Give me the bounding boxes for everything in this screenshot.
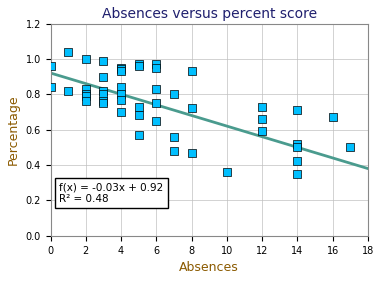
Point [118, 92, 124, 96]
Point [83, 94, 89, 98]
Point [118, 69, 124, 74]
Point [118, 67, 124, 72]
Point [259, 117, 265, 121]
Point [224, 170, 230, 174]
X-axis label: Absences: Absences [179, 261, 239, 274]
Point [118, 97, 124, 102]
Y-axis label: Percentage: Percentage [7, 94, 20, 165]
Point [171, 135, 177, 139]
Point [83, 99, 89, 104]
Point [136, 105, 142, 109]
Point [330, 115, 336, 119]
Point [153, 119, 159, 123]
Point [101, 99, 107, 104]
Point [295, 108, 301, 112]
Point [171, 92, 177, 96]
Point [153, 62, 159, 66]
Point [101, 89, 107, 93]
Point [189, 69, 195, 74]
Point [48, 85, 54, 89]
Point [295, 145, 301, 149]
Point [171, 149, 177, 153]
Point [189, 150, 195, 155]
Point [136, 62, 142, 66]
Point [136, 113, 142, 118]
Point [118, 65, 124, 70]
Point [153, 87, 159, 91]
Point [118, 85, 124, 89]
Point [295, 172, 301, 176]
Point [259, 105, 265, 109]
Point [83, 92, 89, 96]
Point [295, 142, 301, 146]
Point [101, 74, 107, 79]
Point [65, 49, 71, 54]
Point [83, 57, 89, 61]
Title: Absences versus percent score: Absences versus percent score [102, 7, 317, 21]
Point [189, 106, 195, 111]
Point [295, 159, 301, 164]
Point [83, 87, 89, 91]
Point [136, 64, 142, 68]
Point [153, 101, 159, 105]
Point [259, 129, 265, 134]
Point [153, 65, 159, 70]
Point [65, 89, 71, 93]
Point [136, 133, 142, 137]
Point [347, 145, 353, 149]
Point [101, 92, 107, 96]
Point [101, 58, 107, 63]
Text: f(x) = -0.03x + 0.92
R² = 0.48: f(x) = -0.03x + 0.92 R² = 0.48 [59, 182, 164, 204]
Point [48, 64, 54, 68]
Point [118, 110, 124, 114]
Point [101, 101, 107, 105]
